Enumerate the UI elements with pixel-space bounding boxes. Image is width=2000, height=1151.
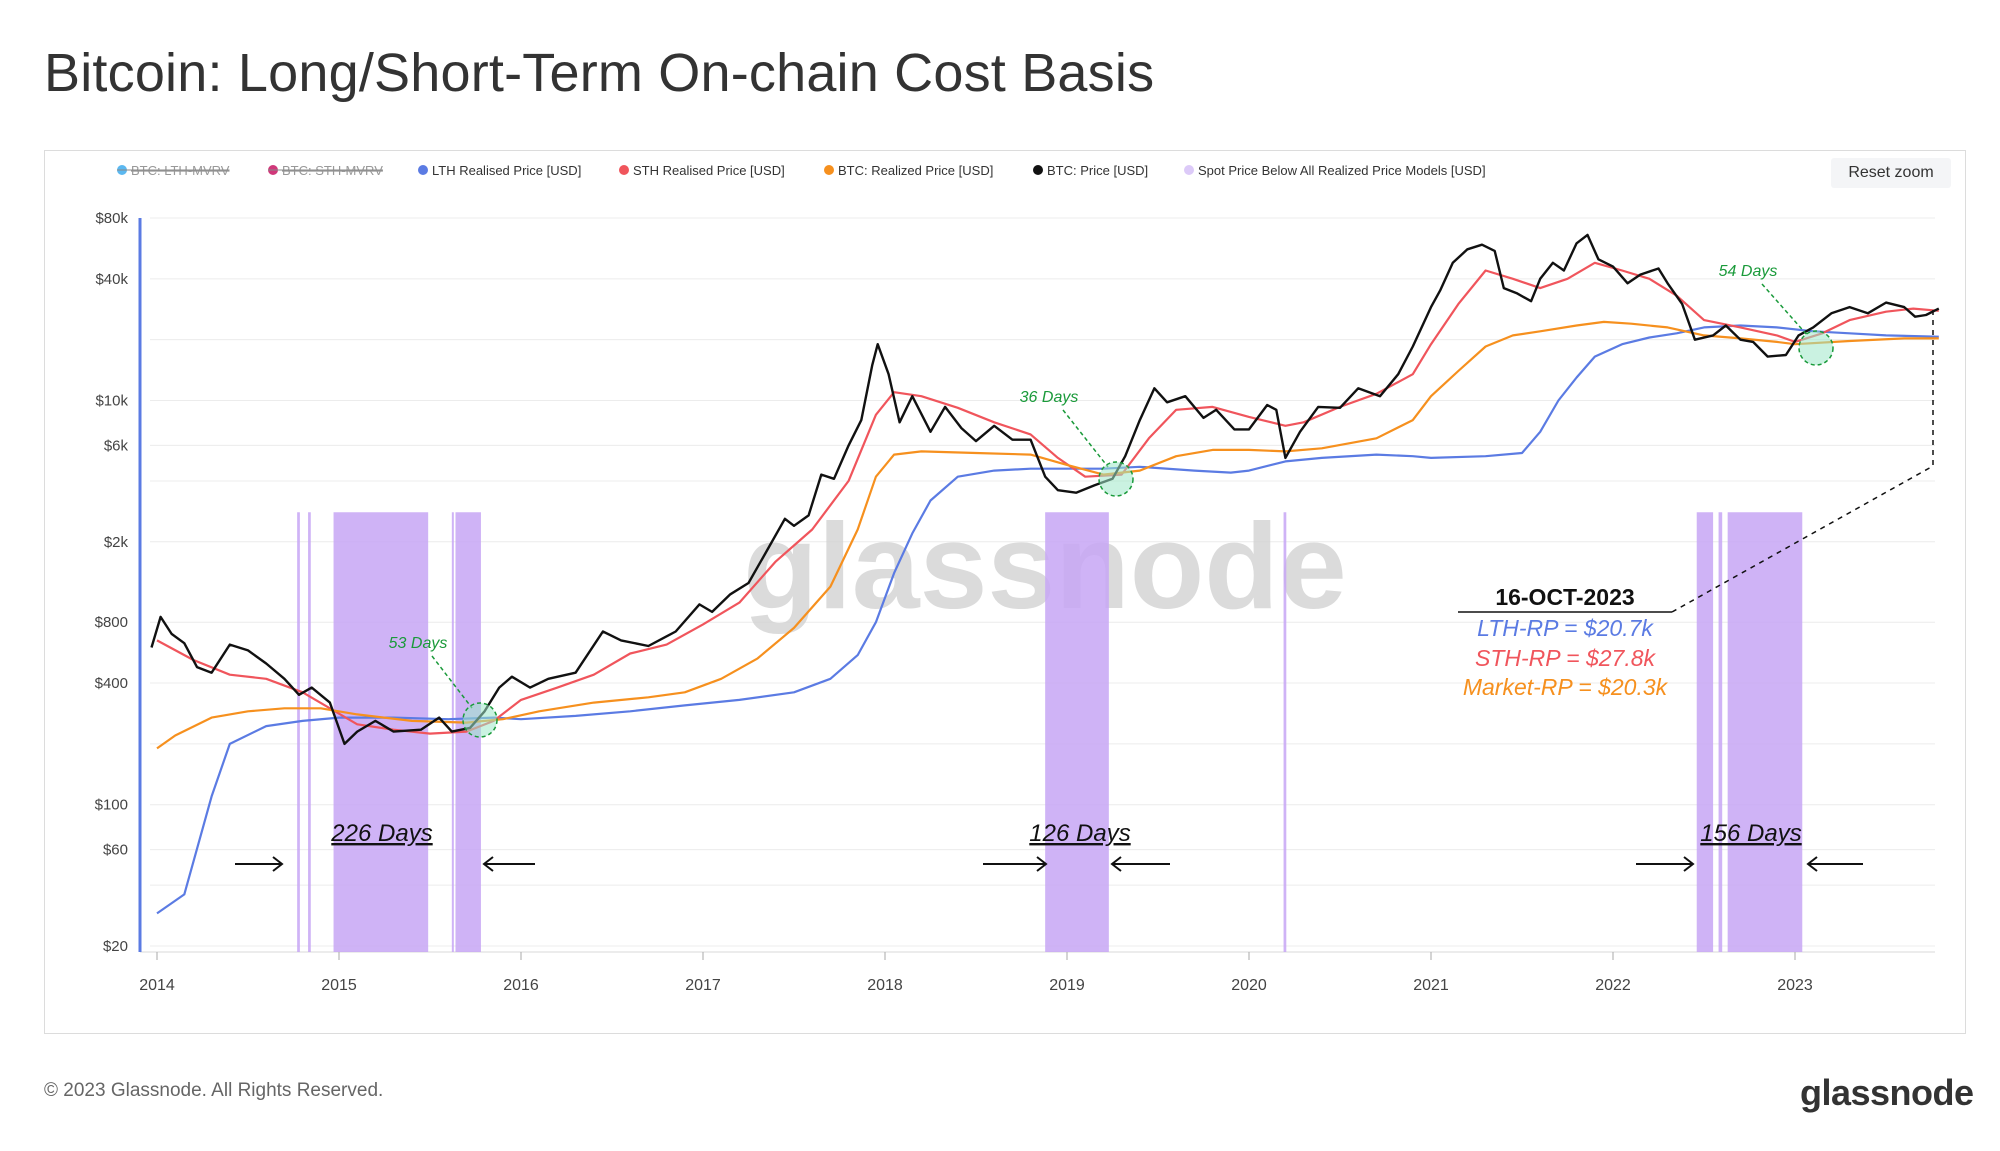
arrow-head: [1683, 856, 1695, 872]
legend-marker: [824, 165, 834, 175]
legend-label: LTH Realised Price [USD]: [432, 163, 581, 178]
recovery-pointer: [1062, 409, 1109, 468]
legend-item[interactable]: BTC: LTH-MVRV: [117, 163, 230, 178]
y-axis-ticks: $80k $40k $10k $6k $2k $800 $400 $100 $60 $20: [95, 210, 129, 955]
x-tick-label: 2020: [1231, 977, 1267, 994]
legend-label: BTC: Price [USD]: [1047, 163, 1148, 178]
series-line: [150, 233, 1940, 746]
x-tick-label: 2015: [321, 977, 357, 994]
legend-label: BTC: Realized Price [USD]: [838, 163, 993, 178]
legend-item[interactable]: Spot Price Below All Realized Price Mode…: [1184, 163, 1486, 178]
period-label: 126 Days: [1029, 820, 1130, 847]
legend-marker: [619, 165, 629, 175]
glassnode-logo: glassnode: [1800, 1072, 1974, 1113]
shaded-period: [297, 512, 300, 952]
x-tick-label: 2023: [1777, 977, 1813, 994]
recovery-circle: [462, 702, 498, 738]
arrow-head: [1036, 856, 1048, 872]
y-tick-label: $80k: [95, 210, 128, 227]
legend-marker: [418, 165, 428, 175]
callout-date: 16-OCT-2023: [1495, 584, 1634, 610]
y-tick-label: $20: [103, 938, 128, 955]
x-tick-label: 2014: [139, 977, 175, 994]
arrow-head: [1110, 856, 1122, 872]
y-tick-label: $10k: [95, 393, 128, 410]
legend-item[interactable]: BTC: Realized Price [USD]: [824, 163, 993, 178]
legend-label: STH Realised Price [USD]: [633, 163, 785, 178]
y-tick-label: $6k: [104, 437, 129, 454]
shaded-periods: [297, 512, 1803, 952]
arrow-head: [1806, 856, 1818, 872]
callout-pointer: [1671, 310, 1934, 613]
y-tick-label: $400: [95, 675, 128, 692]
shaded-period: [1727, 512, 1803, 952]
period-label: 226 Days: [330, 820, 432, 847]
x-tick-label: 2017: [685, 977, 721, 994]
recovery-label: 54 Days: [1719, 263, 1778, 280]
recovery-circle: [1798, 330, 1834, 366]
period-label: 156 Days: [1700, 820, 1801, 847]
y-tick-label: $40k: [95, 271, 128, 288]
recovery-pointer: [431, 655, 473, 709]
legend-label: Spot Price Below All Realized Price Mode…: [1198, 163, 1486, 178]
y-tick-label: $2k: [104, 534, 129, 551]
x-axis-ticks: 2014 2015 2016 2017 2018 2019 2020 2021 2022 2023: [139, 952, 1813, 994]
callout-market: Market-RP = $20.3k: [1463, 674, 1669, 700]
shaded-period: [1696, 512, 1714, 952]
shaded-period: [1283, 512, 1287, 952]
arrow-head: [272, 856, 284, 872]
arrow-head: [482, 856, 494, 872]
legend-item[interactable]: BTC: STH-MVRV: [268, 163, 383, 178]
callout-sth: STH-RP = $27.8k: [1475, 645, 1657, 671]
grid: [140, 217, 1935, 953]
legend-item[interactable]: LTH Realised Price [USD]: [418, 163, 581, 178]
page-title: Bitcoin: Long/Short-Term On-chain Cost B…: [44, 43, 1155, 103]
callout-lth: LTH-RP = $20.7k: [1477, 615, 1654, 641]
copyright: © 2023 Glassnode. All Rights Reserved.: [44, 1080, 384, 1101]
legend: BTC: LTH-MVRV BTC: STH-MVRV LTH Realised P…: [117, 163, 1486, 178]
chart-frame: [44, 150, 1966, 1034]
shaded-period: [1718, 512, 1723, 952]
x-tick-label: 2019: [1049, 977, 1085, 994]
annotations: 226 Days 126 Days 156 Days 53 Days 36 Days 54…: [235, 263, 1863, 872]
y-tick-label: $60: [103, 842, 128, 859]
reset-zoom-button[interactable]: Reset zoom: [1831, 158, 1951, 188]
recovery-label: 36 Days: [1020, 389, 1079, 406]
shaded-period: [308, 512, 311, 952]
x-tick-label: 2018: [867, 977, 903, 994]
legend-marker: [1184, 165, 1194, 175]
recovery-pointer: [1761, 283, 1809, 337]
legend-item[interactable]: STH Realised Price [USD]: [619, 163, 785, 178]
x-tick-label: 2022: [1595, 977, 1631, 994]
recovery-label: 53 Days: [389, 635, 448, 652]
legend-marker: [1033, 165, 1043, 175]
x-tick-label: 2016: [503, 977, 539, 994]
y-tick-label: $800: [95, 614, 128, 631]
recovery-circle: [1098, 461, 1134, 497]
shaded-period: [1045, 512, 1109, 952]
x-tick-label: 2021: [1413, 977, 1449, 994]
watermark: glassnode: [743, 498, 1346, 634]
legend-item[interactable]: BTC: Price [USD]: [1033, 163, 1148, 178]
y-tick-label: $100: [95, 797, 128, 814]
callout: 16-OCT-2023 LTH-RP = $20.7k STH-RP = $27…: [1458, 310, 1934, 700]
